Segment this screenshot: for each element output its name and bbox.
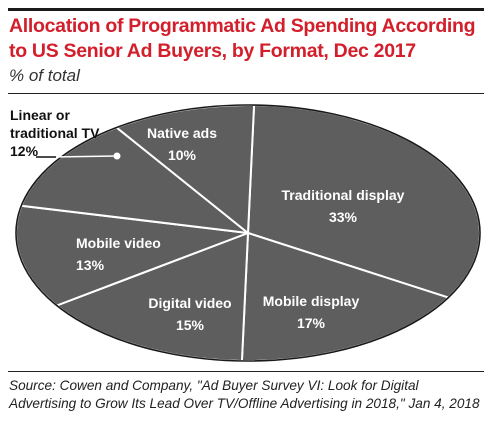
pie-chart: Traditional display 33% Mobile display 17% D… bbox=[10, 104, 481, 362]
footer-divider bbox=[8, 371, 484, 372]
header-divider bbox=[8, 93, 484, 94]
slice-label-linear-or-traditional-tv: Linear or traditional TV 12% bbox=[10, 107, 100, 159]
source-note: Source: Cowen and Company, "Ad Buyer Sur… bbox=[9, 378, 480, 411]
slice-label-native-ads: Native ads 10% bbox=[147, 125, 217, 163]
chart-subtitle: % of total bbox=[9, 66, 80, 85]
top-rule bbox=[8, 8, 484, 11]
slice-label-digital-video: Digital video 15% bbox=[148, 295, 231, 333]
chart-title: Allocation of Programmatic Ad Spending A… bbox=[9, 15, 476, 62]
pie-outline bbox=[15, 104, 481, 362]
callout-dot bbox=[113, 152, 121, 160]
slice-label-mobile-display: Mobile display 17% bbox=[263, 293, 360, 331]
slice-label-mobile-video: Mobile video 13% bbox=[76, 235, 161, 273]
slice-label-traditional-display: Traditional display 33% bbox=[282, 187, 405, 225]
callout-leader-line bbox=[51, 155, 118, 158]
